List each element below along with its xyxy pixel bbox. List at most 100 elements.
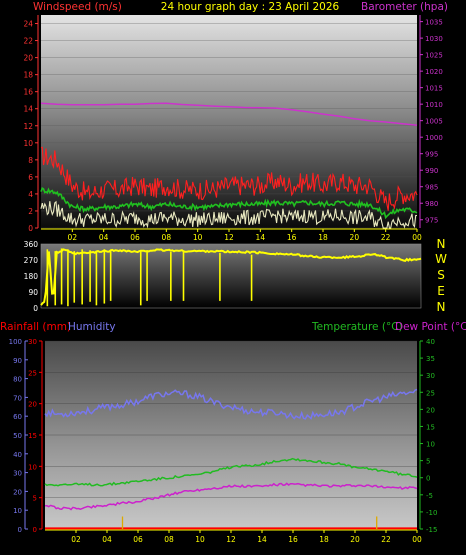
humidity-tick-label: 70 (13, 394, 22, 402)
direction-tick-label: 180 (24, 272, 39, 281)
wind_avg-line (40, 187, 418, 220)
temp-x-tick-label: 06 (133, 535, 143, 544)
temp-x-tick-label: 20 (350, 535, 360, 544)
wind-tick-label: 4 (28, 190, 33, 199)
wind-plot-area (41, 15, 417, 228)
direction-series (40, 248, 422, 307)
temp-x-ticks: 02 04 06 08 10 12 14 16 18 20 22 00 (45, 529, 422, 544)
wind-tick-label: 14 (23, 105, 33, 114)
direction-tick-label: 270 (24, 256, 39, 265)
rainfall-tick-label: 0 (33, 526, 37, 534)
temperature-tick-label: -10 (426, 509, 437, 517)
humidity-tick-label: 100 (9, 338, 22, 346)
compass-label: E (437, 284, 445, 298)
rainfall-tick-label: 25 (28, 369, 37, 377)
direction-y-ticks: 0 90 180 270 360 (24, 240, 39, 313)
wind-x-ticks: 02 04 06 08 10 12 14 16 18 20 22 00 (41, 228, 422, 242)
temp-x-tick-label: 18 (319, 535, 329, 544)
barometer-tick-label: 985 (425, 184, 438, 192)
temperature-tick-label: 20 (426, 406, 435, 414)
humidity-tick-label: 0 (18, 526, 22, 534)
temp-x-tick-label: 04 (102, 535, 112, 544)
temperature-tick-label: 35 (426, 355, 435, 363)
wind-tick-label: 18 (23, 71, 33, 80)
wind-tick-label: 10 (23, 139, 33, 148)
barometer-y-ticks: 975 980 985 990 995 1000 1005 1010 1015 1020 1025 1… (419, 15, 443, 228)
wind-x-tick-label: 16 (287, 233, 297, 242)
temp-x-tick-label: 02 (71, 535, 81, 544)
humidity-tick-label: 20 (13, 488, 22, 496)
barometer-tick-label: 995 (425, 151, 438, 159)
rainfall-tick-label: 15 (28, 432, 37, 440)
wind-x-tick-label: 20 (350, 233, 360, 242)
barometer-line (40, 102, 418, 127)
compass-label: N (437, 237, 446, 251)
wind-tick-label: 6 (28, 173, 33, 182)
chart-title: 24 hour graph day : 23 April 2026 (161, 1, 340, 13)
barometer-tick-label: 1035 (425, 19, 443, 27)
barometer-tick-label: 1030 (425, 35, 443, 43)
wind-tick-label: 0 (28, 224, 33, 233)
temperature-tick-label: 40 (426, 338, 435, 346)
humidity-tick-label: 30 (13, 470, 22, 478)
humidity-tick-label: 40 (13, 451, 22, 459)
barometer-tick-label: 1025 (425, 52, 443, 60)
wind-x-tick-label: 04 (99, 233, 109, 242)
temperature-tick-label: 25 (426, 389, 435, 397)
temp-x-tick-label: 16 (288, 535, 298, 544)
temperature-tick-label: -15 (426, 526, 437, 534)
direction-tick-label: 90 (28, 288, 38, 297)
temperature-axis-title: Temperature (°C) (311, 321, 403, 333)
barometer-tick-label: 1000 (425, 134, 443, 142)
temperature-y-ticks: -15 -10 -5 0 5 10 15 20 25 30 35 40 (419, 338, 437, 534)
humidity-y-ticks: 0 10 20 30 40 50 60 70 80 90 100 (9, 338, 28, 534)
barometer-tick-label: 975 (425, 217, 438, 225)
wind-x-tick-label: 02 (68, 233, 78, 242)
wind-tick-label: 24 (23, 20, 33, 29)
wind-x-tick-label: 00 (412, 233, 422, 242)
humidity-tick-label: 90 (13, 357, 22, 365)
direction-tick-label: 0 (33, 304, 38, 313)
wind_max-line (40, 146, 418, 211)
wind-x-tick-label: 14 (256, 233, 266, 242)
direction-line (40, 248, 422, 306)
wind-tick-label: 16 (23, 88, 33, 97)
temp-x-tick-label: 08 (164, 535, 174, 544)
temp-x-tick-label: 10 (195, 535, 205, 544)
compass-label: N (437, 300, 446, 314)
wind-x-tick-label: 22 (381, 233, 391, 242)
temperature-line (44, 457, 418, 487)
rainfall-tick-label: 20 (28, 401, 37, 409)
direction-tick-label: 360 (24, 240, 39, 249)
rainfall-axis-title: Rainfall (mm) (0, 321, 71, 333)
wind-x-tick-label: 08 (162, 233, 172, 242)
wind-axis-title: Windspeed (m/s) (33, 1, 122, 13)
barometer-tick-label: 990 (425, 167, 438, 175)
wind-tick-label: 12 (23, 122, 33, 131)
temperature-tick-label: 30 (426, 372, 435, 380)
wind_min-line (40, 200, 417, 229)
compass-label: W (435, 252, 447, 266)
wind-x-tick-label: 12 (224, 233, 234, 242)
rainfall-y-ticks: 0 5 10 15 20 25 30 (28, 338, 43, 534)
direction-plot-area (40, 243, 422, 309)
wind-x-tick-label: 18 (318, 233, 328, 242)
temp-x-tick-label: 22 (381, 535, 391, 544)
rainfall-tick-label: 30 (28, 338, 37, 346)
humidity-tick-label: 80 (13, 376, 22, 384)
temperature-tick-label: 0 (426, 475, 430, 483)
temp-x-tick-label: 14 (257, 535, 267, 544)
temp-x-tick-label: 12 (226, 535, 236, 544)
humidity-tick-label: 60 (13, 413, 22, 421)
temp-series (44, 388, 418, 530)
wind-tick-label: 2 (28, 207, 33, 216)
wind-tick-label: 20 (23, 54, 33, 63)
dewpoint-line (44, 482, 418, 511)
barometer-tick-label: 980 (425, 200, 438, 208)
